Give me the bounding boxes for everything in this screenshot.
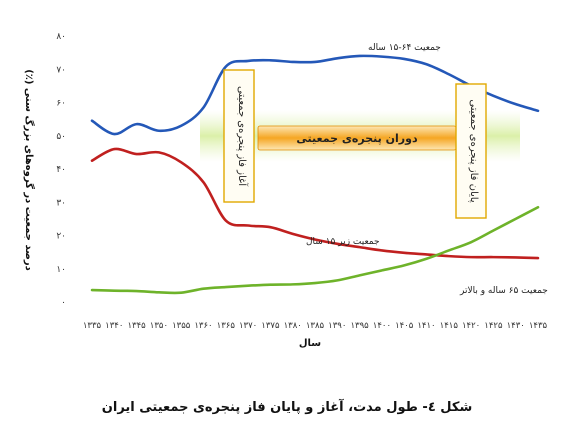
y-tick-label: ۳۰	[56, 198, 66, 208]
y-tick-label: ۲۰	[56, 232, 66, 242]
figure-caption: شکل ٤- طول مدت، آغاز و پایان فاز پنجره‌ی…	[101, 400, 473, 415]
x-tick-label: ۱۳۶۰	[194, 321, 212, 331]
window-end-box: پایان فاز پنجره‌ی جمعیتی	[455, 83, 487, 219]
window-end-label: پایان فاز پنجره‌ی جمعیتی	[468, 99, 479, 202]
window-start-box: آغاز فاز پنجره‌ی جمعیتی	[223, 69, 255, 203]
y-tick-label: ۸۰	[56, 32, 66, 42]
y-tick-label: ۱۰	[56, 265, 66, 275]
y-tick-label: ۰	[61, 298, 66, 308]
x-tick-label: ۱۳۸۰	[284, 321, 302, 331]
x-tick-label: ۱۳۹۵	[350, 321, 369, 331]
y-axis: ۰ ۱۰ ۲۰ ۳۰ ۴۰ ۵۰ ۶۰ ۷۰ ۸۰	[56, 32, 66, 308]
x-tick-label: ۱۳۷۵	[261, 321, 280, 331]
x-tick-label: ۱۳۷۰	[239, 321, 257, 331]
x-tick-label: ۱۳۴۰	[105, 321, 123, 331]
series-label-65-plus: جمعیت ۶۵ ساله و بالاتر	[459, 286, 548, 296]
window-period-label: دوران پنجره‌ی جمعیتی	[296, 132, 418, 145]
y-tick-label: ۵۰	[56, 132, 66, 142]
x-tick-label: ۱۳۴۵	[127, 321, 146, 331]
y-tick-label: ۴۰	[56, 165, 66, 175]
window-start-label: آغاز فاز پنجره‌ی جمعیتی	[236, 86, 249, 187]
y-tick-label: ۶۰	[56, 99, 66, 109]
x-tick-label: ۱۴۳۵	[529, 321, 548, 331]
x-tick-label: ۱۴۱۵	[440, 321, 459, 331]
series-line-1	[90, 147, 540, 260]
x-tick-label: ۱۴۱۰	[417, 321, 435, 331]
x-tick-label: ۱۳۵۵	[172, 321, 191, 331]
x-tick-label: ۱۴۲۵	[484, 321, 503, 331]
x-tick-label: ۱۴۰۵	[395, 321, 414, 331]
series-label-working-age: جمعیت ۶۴-۱۵ ساله	[368, 43, 441, 53]
x-tick-label: ۱۳۹۰	[328, 321, 346, 331]
x-axis-title: سال	[299, 338, 321, 349]
series-layer	[90, 54, 540, 295]
series-label-under-15: جمعیت زیر ۱۵ سال	[306, 237, 380, 247]
y-tick-label: ۷۰	[56, 65, 66, 75]
x-axis: ۱۳۳۵ ۱۳۴۰ ۱۳۴۵ ۱۳۵۰ ۱۳۵۵ ۱۳۶۰ ۱۳۶۵ ۱۳۷۰ ۱۳۷۵ ۱۳۸۰…	[83, 321, 548, 331]
series-line-0	[90, 54, 540, 136]
x-tick-label: ۱۳۵۰	[150, 321, 168, 331]
x-tick-label: ۱۴۰۰	[373, 321, 391, 331]
x-tick-label: ۱۴۲۰	[462, 321, 480, 331]
series-line-2	[90, 205, 540, 295]
x-tick-label: ۱۳۳۵	[83, 321, 102, 331]
x-tick-label: ۱۳۶۵	[217, 321, 236, 331]
x-tick-label: ۱۳۸۵	[306, 321, 325, 331]
y-axis-title: درصد جمعیت در گروه‌های بزرگ سنی (٪)	[23, 69, 36, 271]
x-tick-label: ۱۴۳۰	[507, 321, 525, 331]
